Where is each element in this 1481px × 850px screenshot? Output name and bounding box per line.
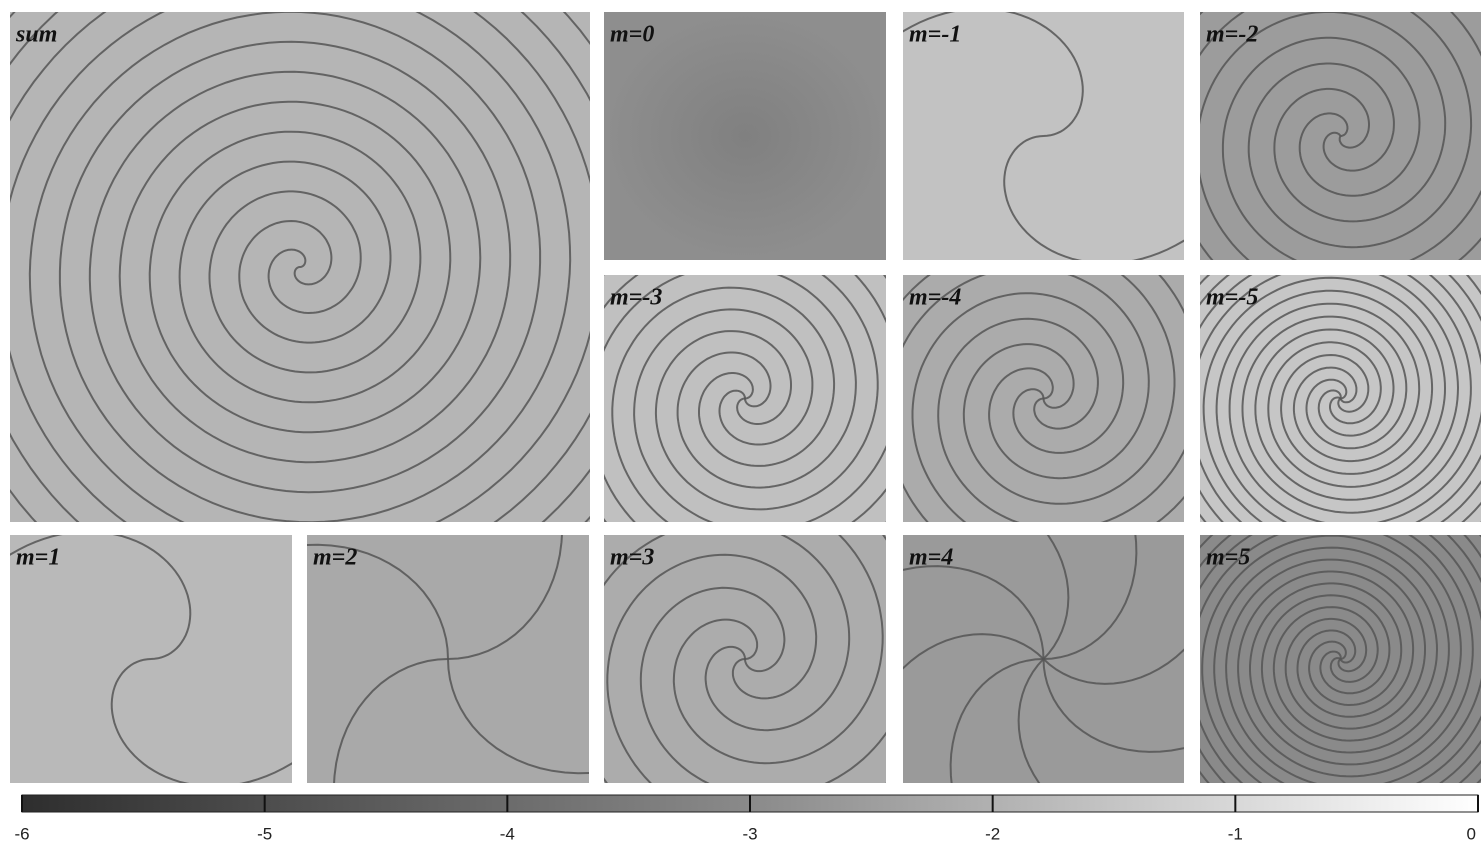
panel-background — [604, 12, 886, 260]
colorbar-tick-label: -3 — [742, 824, 757, 843]
panel-label: m=3 — [610, 545, 654, 571]
colorbar-tick-label: -5 — [257, 824, 272, 843]
panel-label: m=5 — [1206, 545, 1250, 571]
page: sum m=0 m=-1 m=-2 m=-3 m=-4 m=-5 m=1 m=2 m=3 m=4 m=… — [0, 0, 1481, 850]
colorbar-tick-label: -4 — [500, 824, 515, 843]
panel-label: m=1 — [16, 545, 60, 571]
panel — [604, 12, 886, 260]
panel-label: m=-5 — [1206, 285, 1258, 311]
panel-label: m=4 — [909, 545, 953, 571]
panel-label: m=-2 — [1206, 22, 1258, 48]
panel-label: sum — [15, 22, 57, 48]
panel-label: m=-4 — [909, 285, 961, 311]
panel-label: m=2 — [313, 545, 357, 571]
panel-label: m=-1 — [909, 22, 961, 48]
colorbar-tick-label: -6 — [14, 824, 29, 843]
colorbar-tick-label: 0 — [1467, 824, 1476, 843]
figure: sum m=0 m=-1 m=-2 m=-3 m=-4 m=-5 m=1 m=2 m=3 m=4 m=… — [0, 0, 1481, 850]
panel-label: m=0 — [610, 22, 654, 48]
colorbar-tick-label: -2 — [985, 824, 1000, 843]
colorbar-tick-label: -1 — [1228, 824, 1243, 843]
panel-label: m=-3 — [610, 285, 662, 311]
